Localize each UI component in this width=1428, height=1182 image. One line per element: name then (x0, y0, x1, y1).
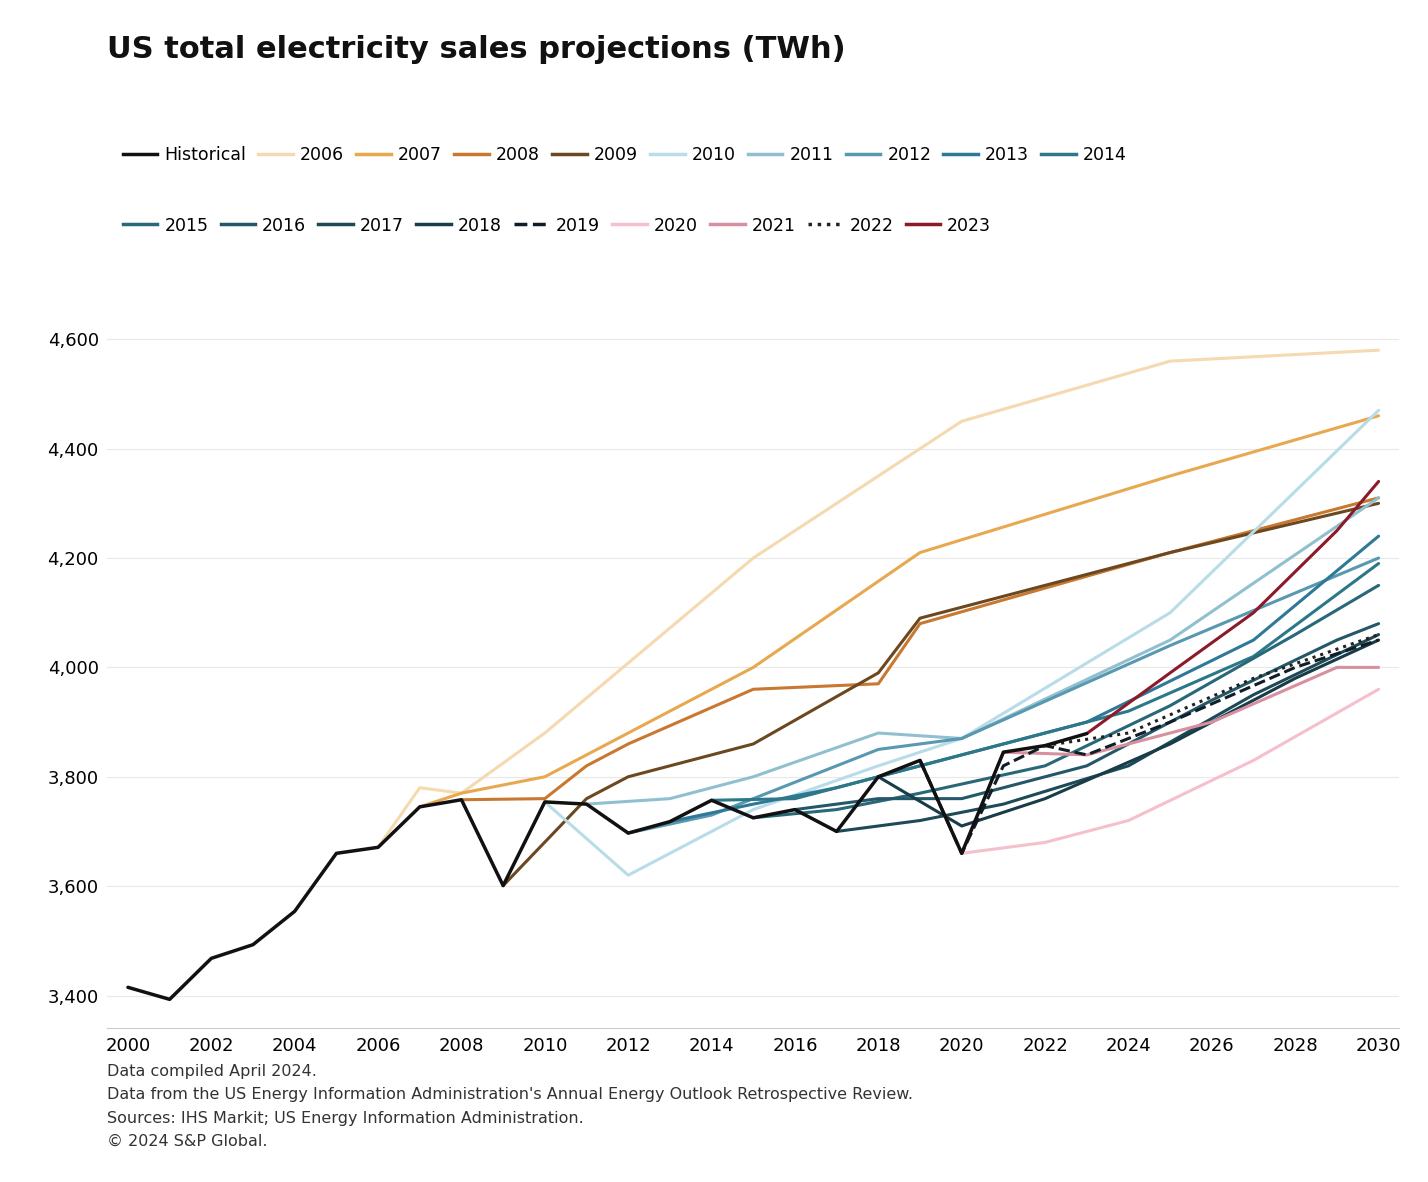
Legend: 2015, 2016, 2017, 2018, 2019, 2020, 2021, 2022, 2023: 2015, 2016, 2017, 2018, 2019, 2020, 2021… (116, 209, 998, 241)
Text: US total electricity sales projections (TWh): US total electricity sales projections (… (107, 35, 845, 65)
Text: Data compiled April 2024.
Data from the US Energy Information Administration's A: Data compiled April 2024. Data from the … (107, 1064, 912, 1149)
Legend: Historical, 2006, 2007, 2008, 2009, 2010, 2011, 2012, 2013, 2014: Historical, 2006, 2007, 2008, 2009, 2010… (116, 138, 1134, 170)
